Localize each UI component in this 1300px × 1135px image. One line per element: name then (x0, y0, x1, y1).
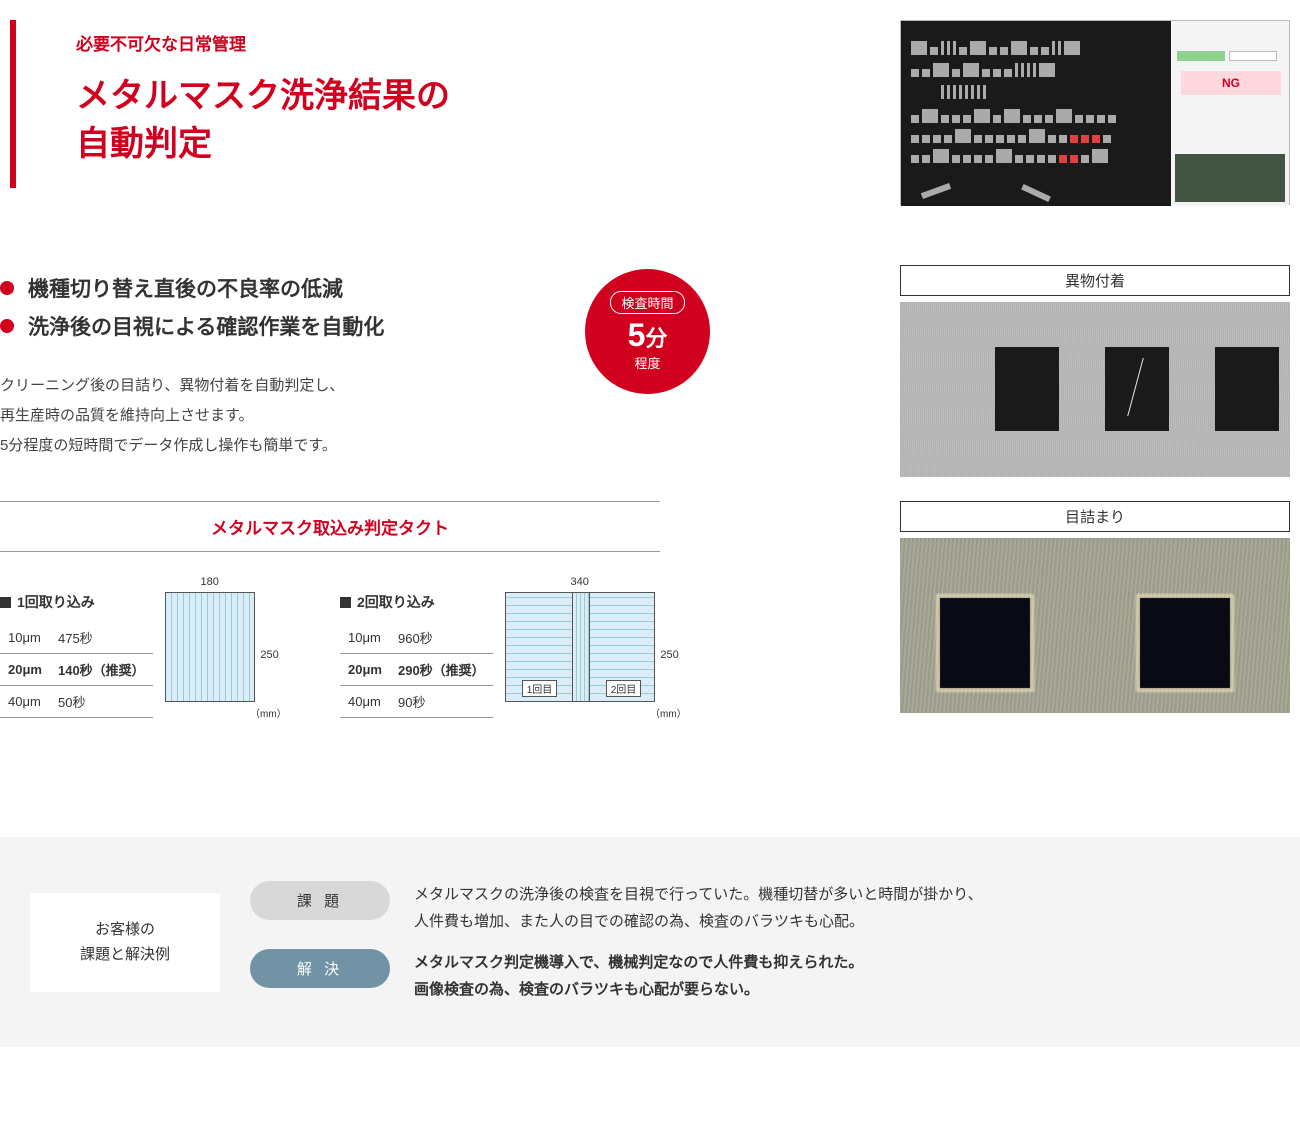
tact-col1-head: 1回取り込み (0, 592, 153, 612)
diag2-width-label: 340 (505, 576, 655, 588)
feature-description: クリーニング後の目詰り、異物付着を自動判定し、 再生産時の品質を維持向上させます… (0, 371, 700, 461)
ng-badge: NG (1181, 71, 1281, 95)
solve-text: メタルマスク判定機導入で、機械判定なので人件費も抑えられた。 画像検査の為、検査… (414, 949, 863, 1003)
table-row: 10μm475秒 (0, 622, 153, 654)
foreign-matter-image (900, 302, 1290, 477)
diag1-width-label: 180 (165, 576, 255, 588)
diag1-height-label: 250 (260, 649, 278, 661)
desc-line-1: クリーニング後の目詰り、異物付着を自動判定し、 (0, 371, 700, 401)
table-row: 40μm90秒 (340, 686, 493, 718)
image-label-1: 異物付着 (900, 265, 1290, 296)
issue-text: メタルマスクの洗浄後の検査を目視で行っていた。機種切替が多いと時間が掛かり、 人… (414, 881, 983, 935)
bullet-1-text: 機種切り替え直後の不良率の低減 (28, 273, 343, 303)
issue-pill: 課 題 (250, 881, 390, 920)
table-row: 40μm50秒 (0, 686, 153, 718)
case-title-line1: お客様の (58, 917, 192, 943)
hero-title-line1: メタルマスク洗浄結果の (76, 77, 450, 115)
bullet-icon (0, 281, 14, 295)
tact-table-2: 10μm960秒 20μm290秒（推奨） 40μm90秒 (340, 622, 493, 718)
hero-title: メタルマスク洗浄結果の 自動判定 (76, 73, 800, 168)
desc-line-3: 5分程度の短時間でデータ作成し操作も簡単です。 (0, 431, 700, 461)
desc-line-2: 再生産時の品質を維持向上させます。 (0, 401, 700, 431)
software-screenshot: NG (900, 20, 1290, 205)
table-row: 10μm960秒 (340, 622, 493, 654)
clogging-image (900, 538, 1290, 713)
badge-top-label: 検査時間 (610, 291, 684, 314)
badge-sub-label: 程度 (634, 353, 660, 372)
tact-table-1: 10μm475秒 20μm140秒（推奨） 40μm50秒 (0, 622, 153, 718)
diag2-height-label: 250 (660, 649, 678, 661)
tact-diagram-1: 180 250 （mm） (165, 592, 255, 718)
table-row: 20μm140秒（推奨） (0, 654, 153, 686)
image-label-2: 目詰まり (900, 501, 1290, 532)
case-study-section: お客様の 課題と解決例 課 題 メタルマスクの洗浄後の検査を目視で行っていた。機… (0, 837, 1300, 1047)
pass1-label: 1回目 (522, 680, 558, 697)
case-title-box: お客様の 課題と解決例 (30, 893, 220, 992)
diag2-unit: （mm） (650, 705, 687, 720)
case-title-line2: 課題と解決例 (58, 942, 192, 968)
pass2-label: 2回目 (606, 680, 642, 697)
tact-section-title: メタルマスク取込み判定タクト (0, 501, 660, 552)
diag1-unit: （mm） (250, 705, 287, 720)
bullet-2-text: 洗浄後の目視による確認作業を自動化 (28, 311, 384, 341)
hero-title-line2: 自動判定 (76, 125, 212, 163)
bullet-icon (0, 319, 14, 333)
tact-col2-head: 2回取り込み (340, 592, 493, 612)
hero-eyebrow: 必要不可欠な日常管理 (76, 30, 800, 55)
badge-main-value: 5分 (628, 318, 668, 353)
tact-diagram-2: 340 1回目 2回目 250 （mm） (505, 592, 655, 718)
solve-pill: 解 決 (250, 949, 390, 988)
table-row: 20μm290秒（推奨） (340, 654, 493, 686)
inspection-time-badge: 検査時間 5分 程度 (585, 269, 710, 394)
